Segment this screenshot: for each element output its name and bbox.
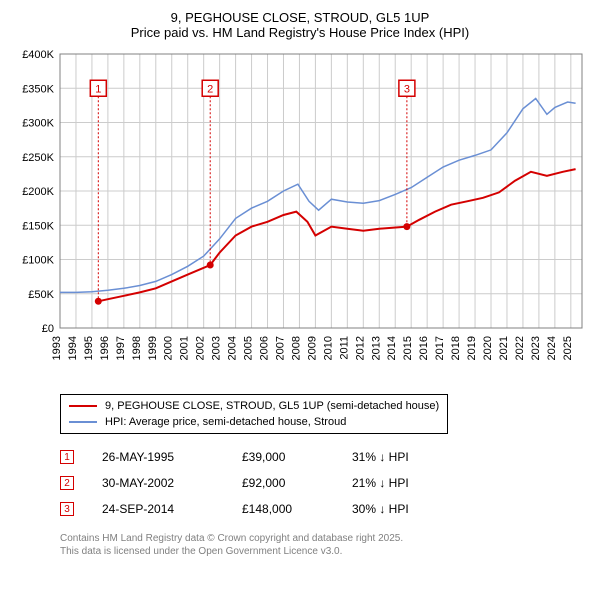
x-axis-label: 2018: [450, 336, 462, 360]
x-axis-label: 1995: [83, 336, 95, 360]
footer-line-2: This data is licensed under the Open Gov…: [60, 545, 588, 558]
x-axis-label: 2004: [227, 336, 239, 360]
sales-date: 30-MAY-2002: [102, 476, 242, 490]
x-axis-label: 1996: [99, 336, 111, 360]
sales-marker: 3: [60, 502, 74, 516]
marker-label: 2: [207, 83, 213, 95]
x-axis-label: 2010: [322, 336, 334, 360]
title-block: 9, PEGHOUSE CLOSE, STROUD, GL5 1UP Price…: [12, 10, 588, 40]
x-axis-label: 2002: [195, 336, 207, 360]
sales-delta: 31% ↓ HPI: [352, 450, 452, 464]
sales-price: £39,000: [242, 450, 352, 464]
y-axis-label: £400K: [22, 49, 54, 61]
sales-delta: 21% ↓ HPI: [352, 476, 452, 490]
x-axis-label: 2007: [274, 336, 286, 360]
sales-marker: 1: [60, 450, 74, 464]
legend-label: 9, PEGHOUSE CLOSE, STROUD, GL5 1UP (semi…: [105, 398, 439, 414]
x-axis-label: 2016: [418, 336, 430, 360]
legend-label: HPI: Average price, semi-detached house,…: [105, 414, 346, 430]
sales-price: £148,000: [242, 502, 352, 516]
x-axis-label: 2011: [338, 336, 350, 360]
x-axis-label: 2019: [466, 336, 478, 360]
y-axis-label: £200K: [22, 186, 54, 198]
series-hpi: [60, 99, 576, 293]
sales-date: 24-SEP-2014: [102, 502, 242, 516]
marker-label: 3: [404, 83, 410, 95]
x-axis-label: 1998: [131, 336, 143, 360]
sales-price: £92,000: [242, 476, 352, 490]
footer-line-1: Contains HM Land Registry data © Crown c…: [60, 532, 588, 545]
sales-marker: 2: [60, 476, 74, 490]
x-axis-label: 2000: [163, 336, 175, 360]
footer-note: Contains HM Land Registry data © Crown c…: [60, 532, 588, 558]
y-axis-label: £350K: [22, 83, 54, 95]
sales-row: 1 26-MAY-1995£39,00031% ↓ HPI: [60, 444, 588, 470]
legend-item: 9, PEGHOUSE CLOSE, STROUD, GL5 1UP (semi…: [69, 398, 439, 414]
x-axis-label: 2015: [402, 336, 414, 360]
sales-row: 2 30-MAY-2002£92,00021% ↓ HPI: [60, 470, 588, 496]
line-chart: £0 £50K £100K £150K £200K £250K £300K £350K £400…: [12, 48, 588, 388]
title-line-2: Price paid vs. HM Land Registry's House …: [12, 25, 588, 40]
chart-container: 9, PEGHOUSE CLOSE, STROUD, GL5 1UP Price…: [0, 0, 600, 568]
x-axis-label: 2013: [370, 336, 382, 360]
y-axis-label: £250K: [22, 152, 54, 164]
x-axis-label: 1994: [67, 336, 79, 360]
x-axis-label: 2021: [498, 336, 510, 360]
x-axis-label: 2017: [434, 336, 446, 360]
y-axis-label: £50K: [28, 289, 54, 301]
y-axis-label: £300K: [22, 118, 54, 130]
x-axis-label: 2008: [290, 336, 302, 360]
x-axis-label: 2005: [243, 336, 255, 360]
sales-table: 1 26-MAY-1995£39,00031% ↓ HPI 2 30-MAY-2002…: [60, 444, 588, 522]
title-line-1: 9, PEGHOUSE CLOSE, STROUD, GL5 1UP: [12, 10, 588, 25]
sales-date: 26-MAY-1995: [102, 450, 242, 464]
marker-dot: [95, 298, 102, 305]
sales-delta: 30% ↓ HPI: [352, 502, 452, 516]
x-axis-label: 1993: [51, 336, 63, 360]
x-axis-label: 2024: [546, 336, 558, 360]
y-axis-label: £150K: [22, 220, 54, 232]
x-axis-label: 2022: [514, 336, 526, 360]
x-axis-label: 2003: [211, 336, 223, 360]
x-axis-label: 2006: [259, 336, 271, 360]
y-axis-label: £0: [42, 323, 54, 335]
marker-dot: [403, 223, 410, 230]
x-axis-label: 2023: [530, 336, 542, 360]
legend-swatch: [69, 405, 97, 407]
x-axis-label: 2025: [562, 336, 574, 360]
marker-dot: [207, 261, 214, 268]
x-axis-label: 2001: [179, 336, 191, 360]
legend: 9, PEGHOUSE CLOSE, STROUD, GL5 1UP (semi…: [60, 394, 448, 434]
x-axis-label: 1999: [147, 336, 159, 360]
marker-label: 1: [95, 83, 101, 95]
legend-swatch: [69, 421, 97, 423]
x-axis-label: 2009: [306, 336, 318, 360]
x-axis-label: 1997: [115, 336, 127, 360]
chart-svg: £0 £50K £100K £150K £200K £250K £300K £350K £400…: [12, 48, 588, 388]
x-axis-label: 2020: [482, 336, 494, 360]
series-price_paid: [98, 169, 575, 301]
x-axis-label: 2014: [386, 336, 398, 360]
y-axis-label: £100K: [22, 255, 54, 267]
sales-row: 3 24-SEP-2014£148,00030% ↓ HPI: [60, 496, 588, 522]
x-axis-label: 2012: [354, 336, 366, 360]
legend-item: HPI: Average price, semi-detached house,…: [69, 414, 439, 430]
